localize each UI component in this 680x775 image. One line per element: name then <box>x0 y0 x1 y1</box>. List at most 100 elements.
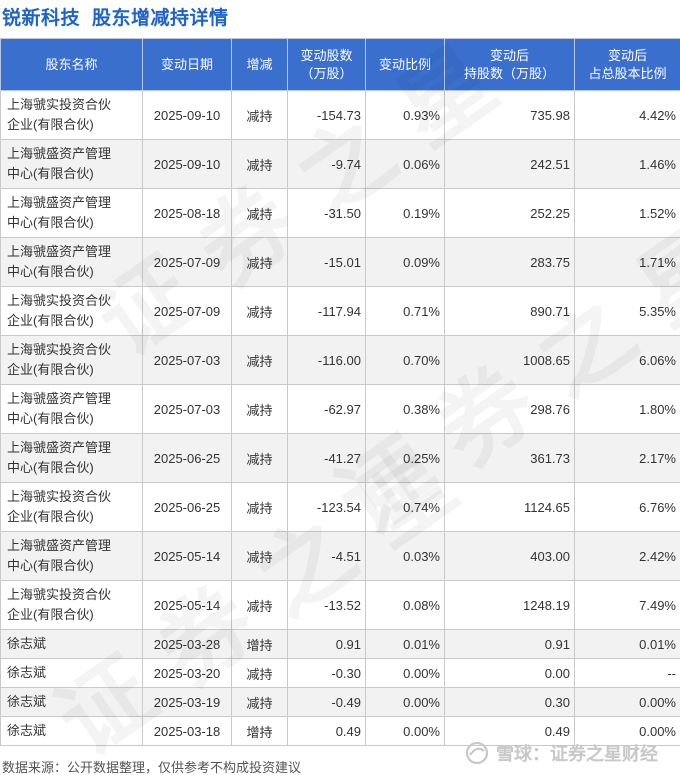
shares-after-cell: 0.30 <box>444 687 575 717</box>
change-ratio-cell: 0.93% <box>365 90 445 140</box>
ratio-after-cell: -- <box>574 658 680 688</box>
shares-after-cell: 0.00 <box>444 658 575 688</box>
table-row: 徐志斌 2025-03-19 减持 -0.49 0.00% 0.30 0.00% <box>0 687 680 717</box>
column-header-label: 股东名称 <box>45 56 98 72</box>
change-shares-cell: -31.50 <box>287 188 366 238</box>
change-date-cell: 2025-03-20 <box>142 658 232 688</box>
change-shares-cell: -117.94 <box>287 286 366 336</box>
direction-cell: 减持 <box>231 658 288 688</box>
shareholder-name: 徐志斌 <box>7 665 47 680</box>
direction-cell: 减持 <box>231 482 288 532</box>
change-date-cell: 2025-08-18 <box>142 188 232 238</box>
shareholder-name-cell: 徐志斌 <box>0 658 143 688</box>
shares-after-cell: 0.91 <box>444 629 575 659</box>
direction-cell: 减持 <box>231 384 288 434</box>
shares-after-cell: 890.71 <box>444 286 575 336</box>
shares-after-cell: 361.73 <box>444 433 575 483</box>
direction-cell: 减持 <box>231 433 288 483</box>
change-ratio-cell: 0.01% <box>365 629 445 659</box>
change-date-cell: 2025-03-18 <box>142 716 232 746</box>
ratio-after-cell: 4.42% <box>574 90 680 140</box>
change-shares-cell: -13.52 <box>287 580 366 630</box>
shareholder-name: 徐志斌 <box>7 636 47 651</box>
column-header-label: 变动股数 <box>300 47 353 63</box>
change-shares-cell: -123.54 <box>287 482 366 532</box>
snowball-logo-icon <box>464 741 490 765</box>
column-header-sublabel: 占总股本比例 <box>588 65 667 81</box>
change-shares-cell: -62.97 <box>287 384 366 434</box>
change-date-cell: 2025-03-28 <box>142 629 232 659</box>
change-shares-cell: 0.91 <box>287 629 366 659</box>
shareholder-name-suffix: 中心(有限合伙) <box>7 558 94 573</box>
table-row: 徐志斌 2025-03-18 增持 0.49 0.00% 0.49 0.00% <box>0 716 680 746</box>
holdings-table: 股东名称 变动日期 增减 变动股数 （万股） 变动比例 变动后 持股数（万股） 变动后 占总股本比… <box>0 38 680 746</box>
table-row: 上海虢实投资合伙 企业(有限合伙) 2025-05-14 减持 -13.52 0.08% 1… <box>0 580 680 630</box>
table-row: 上海虢盛资产管理 中心(有限合伙) 2025-06-25 减持 -41.27 0.25% 3… <box>0 433 680 483</box>
column-header-label: 变动后 <box>489 47 529 63</box>
shareholder-name: 徐志斌 <box>7 723 47 738</box>
change-ratio-cell: 0.00% <box>365 716 445 746</box>
table-row: 上海虢盛资产管理 中心(有限合伙) 2025-08-18 减持 -31.50 0.19% 2… <box>0 188 680 238</box>
shareholder-name: 上海虢盛资产管理 <box>7 538 112 553</box>
table-row: 上海虢盛资产管理 中心(有限合伙) 2025-07-09 减持 -15.01 0.09% 2… <box>0 237 680 287</box>
shareholder-name: 上海虢实投资合伙 <box>7 293 112 308</box>
change-date-cell: 2025-06-25 <box>142 482 232 532</box>
direction-cell: 增持 <box>231 629 288 659</box>
change-date-cell: 2025-09-10 <box>142 90 232 140</box>
shareholder-name: 上海虢盛资产管理 <box>7 195 112 210</box>
shares-after-cell: 242.51 <box>444 139 575 189</box>
change-shares-cell: -15.01 <box>287 237 366 287</box>
ratio-after-cell: 7.49% <box>574 580 680 630</box>
change-ratio-cell: 0.00% <box>365 658 445 688</box>
ratio-after-cell: 1.46% <box>574 139 680 189</box>
shareholder-name-cell: 徐志斌 <box>0 716 143 746</box>
change-ratio-cell: 0.09% <box>365 237 445 287</box>
change-date-cell: 2025-07-09 <box>142 286 232 336</box>
direction-cell: 减持 <box>231 188 288 238</box>
shareholder-name: 上海虢实投资合伙 <box>7 489 112 504</box>
change-shares-cell: -9.74 <box>287 139 366 189</box>
column-header: 变动日期 <box>142 38 232 91</box>
shareholder-name: 上海虢盛资产管理 <box>7 391 112 406</box>
column-header: 增减 <box>231 38 288 91</box>
table-row: 上海虢盛资产管理 中心(有限合伙) 2025-07-03 减持 -62.97 0.38% 2… <box>0 384 680 434</box>
company-name: 锐新科技 <box>2 8 81 29</box>
change-shares-cell: -0.49 <box>287 687 366 717</box>
change-date-cell: 2025-05-14 <box>142 531 232 581</box>
shareholder-name-cell: 上海虢盛资产管理 中心(有限合伙) <box>0 384 143 434</box>
shares-after-cell: 298.76 <box>444 384 575 434</box>
shareholder-name-cell: 徐志斌 <box>0 629 143 659</box>
ratio-after-cell: 6.06% <box>574 335 680 385</box>
change-ratio-cell: 0.71% <box>365 286 445 336</box>
column-header: 股东名称 <box>0 38 143 91</box>
ratio-after-cell: 0.00% <box>574 687 680 717</box>
change-date-cell: 2025-09-10 <box>142 139 232 189</box>
change-ratio-cell: 0.06% <box>365 139 445 189</box>
ratio-after-cell: 0.00% <box>574 716 680 746</box>
shareholder-name-suffix: 中心(有限合伙) <box>7 215 94 230</box>
shareholder-name-suffix: 企业(有限合伙) <box>7 362 94 377</box>
change-date-cell: 2025-07-03 <box>142 335 232 385</box>
shares-after-cell: 1248.19 <box>444 580 575 630</box>
ratio-after-cell: 1.52% <box>574 188 680 238</box>
shareholder-name-cell: 上海虢实投资合伙 企业(有限合伙) <box>0 335 143 385</box>
change-ratio-cell: 0.70% <box>365 335 445 385</box>
change-date-cell: 2025-03-19 <box>142 687 232 717</box>
shareholder-name-cell: 上海虢实投资合伙 企业(有限合伙) <box>0 580 143 630</box>
shareholder-name: 上海虢盛资产管理 <box>7 146 112 161</box>
direction-cell: 减持 <box>231 139 288 189</box>
direction-cell: 减持 <box>231 335 288 385</box>
shareholder-name-cell: 上海虢盛资产管理 中心(有限合伙) <box>0 433 143 483</box>
shares-after-cell: 252.25 <box>444 188 575 238</box>
table-row: 上海虢实投资合伙 企业(有限合伙) 2025-06-25 减持 -123.54 0.74%… <box>0 482 680 532</box>
shareholder-name: 上海虢实投资合伙 <box>7 97 112 112</box>
shares-after-cell: 0.49 <box>444 716 575 746</box>
shareholder-name-suffix: 企业(有限合伙) <box>7 509 94 524</box>
column-header-label: 变动后 <box>607 47 647 63</box>
change-ratio-cell: 0.38% <box>365 384 445 434</box>
shareholder-name-cell: 上海虢盛资产管理 中心(有限合伙) <box>0 139 143 189</box>
data-source-note: 数据来源：公开数据整理，仅供参考不构成投资建议 <box>2 760 302 775</box>
shareholder-name-cell: 上海虢盛资产管理 中心(有限合伙) <box>0 237 143 287</box>
ratio-after-cell: 2.17% <box>574 433 680 483</box>
shareholder-name-suffix: 中心(有限合伙) <box>7 166 94 181</box>
